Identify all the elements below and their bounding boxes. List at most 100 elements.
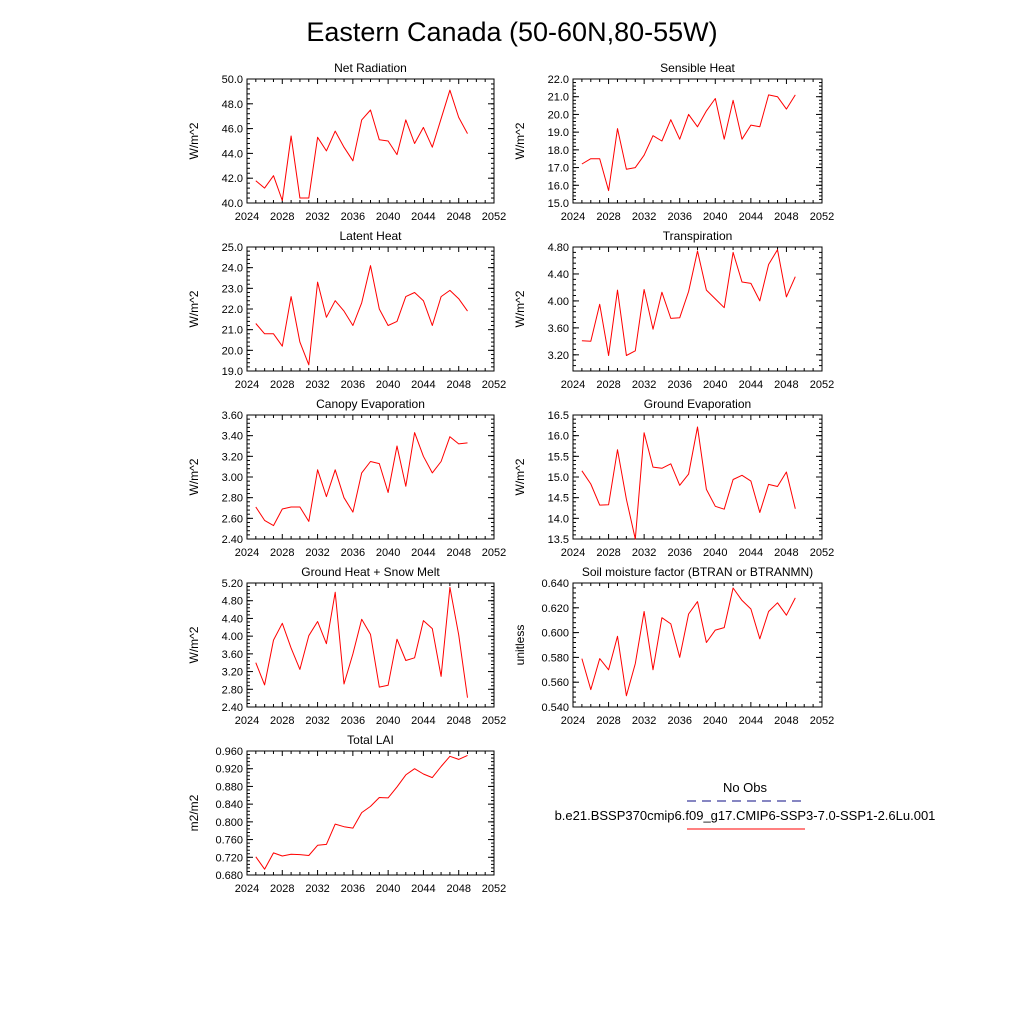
x-tick-label: 2044 <box>739 211 763 223</box>
plot-frame <box>246 582 495 708</box>
x-tick-label: 2032 <box>632 211 656 223</box>
y-tick-label: 4.80 <box>222 596 243 608</box>
plot-frame <box>572 78 823 204</box>
y-tick-label: 48.0 <box>222 99 243 111</box>
x-tick-label: 2024 <box>235 883 259 895</box>
x-tick-label: 2052 <box>482 715 506 727</box>
legend-case-label: b.e21.BSSP370cmip6.f09_g17.CMIP6-SSP3-7.… <box>555 808 936 823</box>
y-tick-label: 13.5 <box>548 534 569 546</box>
y-axis-label: W/m^2 <box>513 122 527 159</box>
y-tick-label: 0.580 <box>541 652 569 664</box>
chart-panel: Soil moisture factor (BTRAN or BTRANMN) u… <box>513 565 834 727</box>
x-tick-label: 2028 <box>270 883 294 895</box>
x-tick-label: 2028 <box>596 715 620 727</box>
x-tick-label: 2052 <box>810 379 834 391</box>
x-tick-label: 2052 <box>482 883 506 895</box>
series-line <box>255 754 468 870</box>
x-tick-label: 2036 <box>667 547 691 559</box>
x-tick-label: 2040 <box>703 547 727 559</box>
x-tick-label: 2024 <box>561 379 585 391</box>
y-tick-label: 3.60 <box>222 410 243 422</box>
chart-panel: Ground Heat + Snow Melt W/m^2 2024 2028 2032… <box>187 565 506 727</box>
x-tick-label: 2048 <box>774 211 798 223</box>
panel-title: Transpiration <box>663 229 733 243</box>
y-tick-label: 0.620 <box>541 603 569 615</box>
y-axis-label: W/m^2 <box>187 122 201 159</box>
y-tick-label: 4.40 <box>548 269 569 281</box>
plot-frame <box>246 750 495 876</box>
x-tick-label: 2040 <box>376 715 400 727</box>
y-tick-label: 17.0 <box>548 163 569 175</box>
y-tick-label: 0.600 <box>541 628 569 640</box>
x-tick-label: 2052 <box>810 715 834 727</box>
x-tick-label: 2052 <box>482 211 506 223</box>
x-tick-label: 2028 <box>270 211 294 223</box>
x-tick-label: 2024 <box>235 547 259 559</box>
y-tick-label: 50.0 <box>222 74 243 86</box>
y-tick-label: 0.560 <box>541 677 569 689</box>
plot-grid: Net Radiation W/m^2 2024 2028 2032 2036 2040 20… <box>187 61 834 895</box>
y-tick-label: 20.0 <box>548 109 569 121</box>
chart-panel: Latent Heat W/m^2 2024 2028 2032 2036 2040 2044… <box>187 229 506 391</box>
x-tick-label: 2028 <box>270 547 294 559</box>
y-tick-label: 4.00 <box>548 296 569 308</box>
x-tick-label: 2028 <box>596 379 620 391</box>
series-line <box>255 586 468 698</box>
y-tick-label: 15.0 <box>548 472 569 484</box>
x-tick-label: 2024 <box>235 715 259 727</box>
y-tick-label: 22.0 <box>222 304 243 316</box>
x-tick-label: 2032 <box>305 715 329 727</box>
x-tick-label: 2044 <box>411 883 435 895</box>
y-tick-label: 19.0 <box>222 366 243 378</box>
series-line <box>581 94 796 192</box>
x-tick-label: 2036 <box>667 379 691 391</box>
y-tick-label: 4.40 <box>222 613 243 625</box>
y-tick-label: 0.880 <box>215 781 243 793</box>
x-tick-label: 2032 <box>632 547 656 559</box>
series-line <box>581 587 796 697</box>
x-tick-label: 2032 <box>632 715 656 727</box>
x-tick-label: 2040 <box>376 379 400 391</box>
y-tick-label: 42.0 <box>222 173 243 185</box>
x-tick-label: 2040 <box>376 883 400 895</box>
y-tick-label: 44.0 <box>222 148 243 160</box>
y-tick-label: 16.5 <box>548 410 569 422</box>
x-tick-label: 2044 <box>411 547 435 559</box>
y-tick-label: 46.0 <box>222 124 243 136</box>
chart-panel: Ground Evaporation W/m^2 2024 2028 2032 2036 2… <box>513 397 834 559</box>
y-tick-label: 4.80 <box>548 242 569 254</box>
panel-title: Ground Evaporation <box>644 397 751 411</box>
y-tick-label: 15.0 <box>548 198 569 210</box>
x-tick-label: 2052 <box>810 547 834 559</box>
x-tick-label: 2036 <box>341 715 365 727</box>
x-tick-label: 2040 <box>703 211 727 223</box>
panel-title: Latent Heat <box>339 229 402 243</box>
chart-panel: Total LAI m2/m2 2024 2028 2032 2036 2040 2044 20… <box>187 733 506 895</box>
panel-title: Soil moisture factor (BTRAN or BTRANMN) <box>582 565 813 579</box>
x-tick-label: 2024 <box>235 379 259 391</box>
y-tick-label: 3.40 <box>222 431 243 443</box>
y-tick-label: 14.0 <box>548 513 569 525</box>
chart-panel: Net Radiation W/m^2 2024 2028 2032 2036 2040 20… <box>187 61 506 223</box>
x-tick-label: 2036 <box>341 547 365 559</box>
x-tick-label: 2044 <box>411 715 435 727</box>
x-tick-label: 2028 <box>270 379 294 391</box>
y-tick-label: 20.0 <box>222 345 243 357</box>
chart-panel: Sensible Heat W/m^2 2024 2028 2032 2036 2040 20… <box>513 61 834 223</box>
y-tick-label: 2.40 <box>222 534 243 546</box>
x-tick-label: 2044 <box>739 715 763 727</box>
y-tick-label: 0.960 <box>215 746 243 758</box>
x-tick-label: 2036 <box>667 715 691 727</box>
y-tick-label: 2.80 <box>222 684 243 696</box>
series-line <box>255 89 468 201</box>
y-tick-label: 0.760 <box>215 835 243 847</box>
x-tick-label: 2024 <box>561 547 585 559</box>
y-tick-label: 0.680 <box>215 870 243 882</box>
chart-panel: Canopy Evaporation W/m^2 2024 2028 2032 2036 2… <box>187 397 506 559</box>
x-tick-label: 2024 <box>561 715 585 727</box>
y-tick-label: 0.540 <box>541 702 569 714</box>
series-line <box>255 432 468 527</box>
plot-frame <box>246 414 495 540</box>
y-tick-label: 2.80 <box>222 493 243 505</box>
x-tick-label: 2028 <box>270 715 294 727</box>
